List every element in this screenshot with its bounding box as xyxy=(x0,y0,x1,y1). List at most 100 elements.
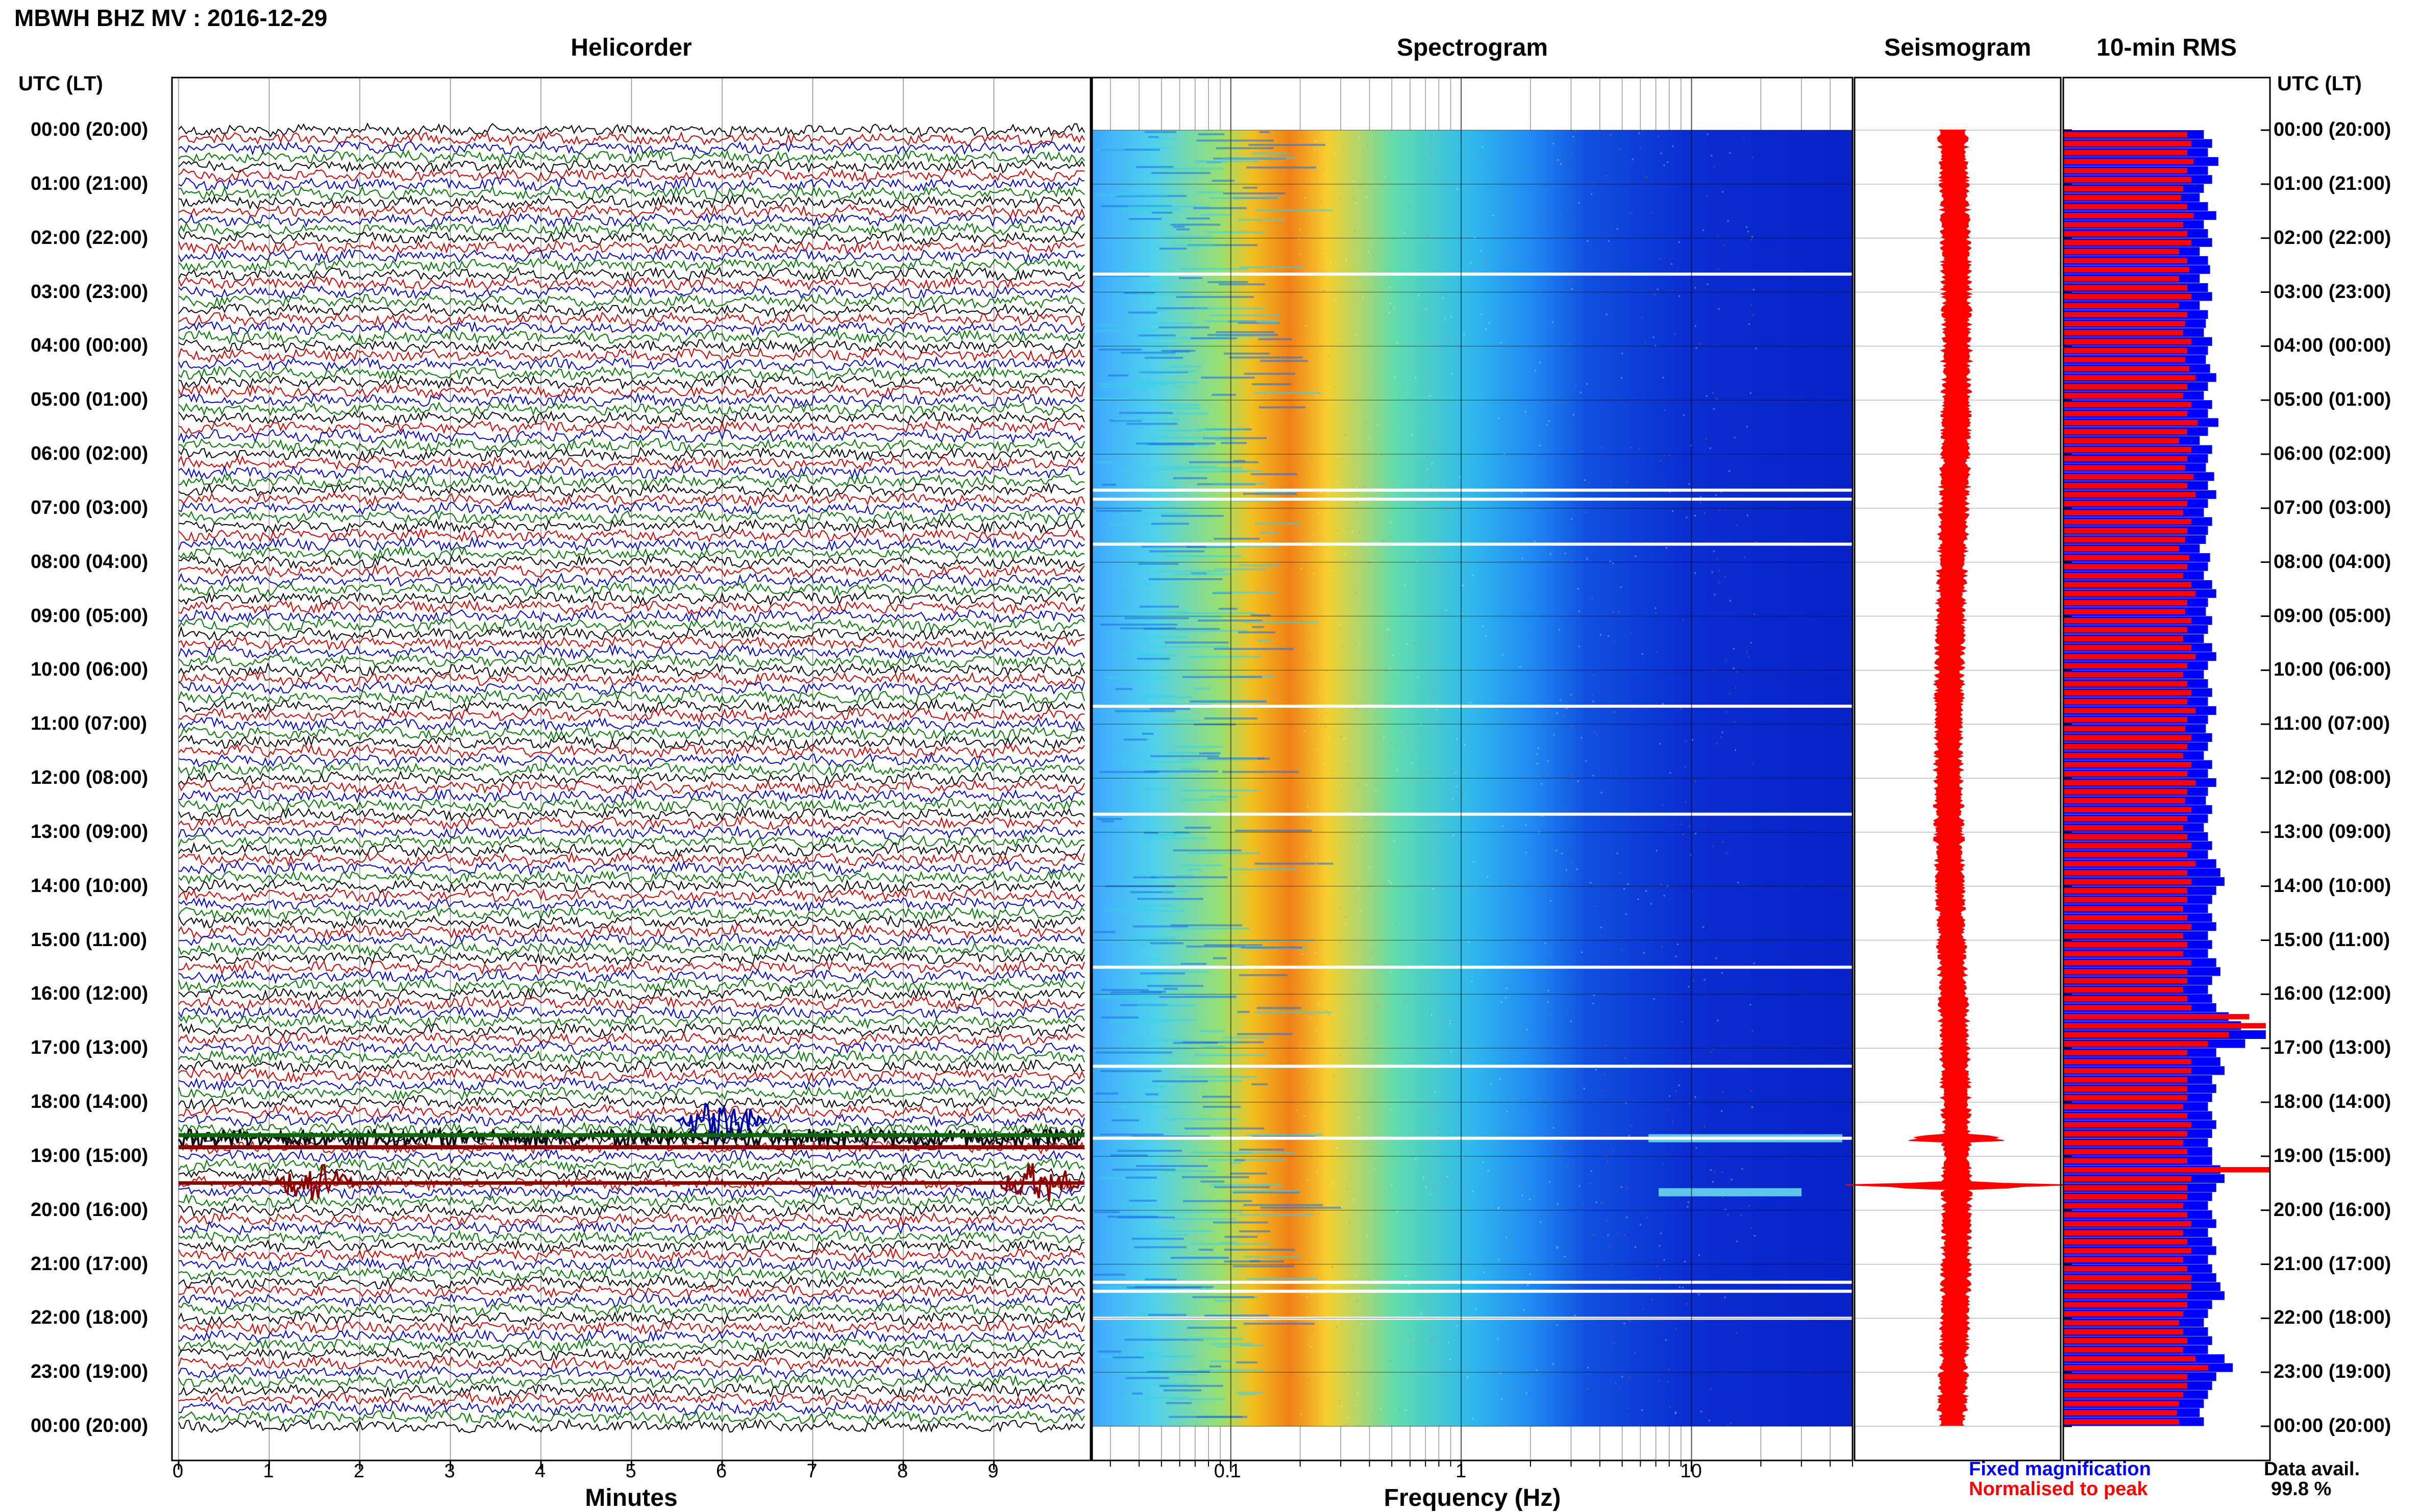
spectrogram-streak xyxy=(1169,1398,1225,1401)
spectrogram-speckle xyxy=(1302,1013,1304,1015)
spectrogram-speckle xyxy=(1323,763,1324,765)
helicorder-trace xyxy=(178,608,1085,624)
spectrogram-speckle xyxy=(1529,1199,1531,1201)
rms-normalised-bar xyxy=(2063,924,2192,930)
rms-normalised-bar xyxy=(2063,447,2192,453)
spectrogram-speckle xyxy=(1311,1293,1313,1294)
spectrogram-speckle xyxy=(1549,900,1551,902)
spectrogram-speckle xyxy=(1482,625,1484,627)
spectrogram-streak xyxy=(1259,131,1270,133)
spectrogram-speckle xyxy=(1501,654,1503,656)
spectrogram-streak xyxy=(1099,1177,1135,1179)
spectrogram-speckle xyxy=(1488,322,1490,324)
spectrogram-streak xyxy=(1173,746,1223,748)
spectrogram-streak xyxy=(1135,788,1171,790)
rms-normalised-bar xyxy=(2063,762,2192,767)
spectrogram-speckle xyxy=(1748,656,1750,658)
rms-normalised-bar xyxy=(2063,1248,2192,1254)
spectrogram-streak xyxy=(1189,1151,1252,1154)
spectrogram-speckle xyxy=(1608,635,1610,637)
spectrogram-streak xyxy=(1149,137,1177,140)
spectrogram-speckle xyxy=(1525,852,1527,854)
spectrogram-speckle xyxy=(1715,957,1717,959)
spectrogram-speckle xyxy=(1417,342,1419,344)
helicorder-trace xyxy=(178,1139,1085,1155)
rms-normalised-bar xyxy=(2063,546,2179,552)
spectrogram-speckle xyxy=(1722,191,1724,193)
minutes-axis-ticks xyxy=(178,78,995,1470)
spectrogram-speckle xyxy=(1341,646,1343,648)
spectrogram-streak xyxy=(1141,546,1206,548)
spectrogram-speckle xyxy=(1746,651,1748,653)
spectrogram-streak xyxy=(1170,1257,1229,1259)
spectrogram-streak xyxy=(1190,337,1238,339)
spectrogram-speckle xyxy=(1465,1077,1467,1079)
rms-normalised-bar xyxy=(2063,1077,2187,1083)
spectrogram-speckle xyxy=(1668,454,1670,456)
rms-normalised-bar xyxy=(2063,204,2187,210)
spectrogram-speckle xyxy=(1305,819,1307,821)
spectrogram-speckle xyxy=(1560,699,1561,701)
spectrogram-streak xyxy=(1165,641,1229,644)
spectrogram-streak xyxy=(1163,1389,1202,1392)
spectrogram-speckle xyxy=(1667,161,1669,163)
rms-normalised-bar xyxy=(2063,1104,2183,1110)
spectrogram-speckle xyxy=(1482,1161,1484,1163)
spectrogram-streak xyxy=(1165,1118,1238,1120)
rms-normalised-bar xyxy=(2063,807,2192,812)
spectrogram-streak xyxy=(1209,196,1279,199)
spectrogram-streak xyxy=(1182,676,1262,678)
spectrogram-speckle xyxy=(1326,670,1328,672)
spectrogram-speckle xyxy=(1660,152,1662,154)
spectrogram-streak xyxy=(1180,789,1259,792)
spectrogram-streak xyxy=(1239,1213,1314,1216)
helicorder-trace xyxy=(178,860,1085,876)
spectrogram-streak xyxy=(1241,946,1302,949)
spectrogram-speckle xyxy=(1736,671,1738,673)
helicorder-trace xyxy=(178,798,1085,813)
helicorder-trace xyxy=(178,563,1085,579)
spectrogram-speckle xyxy=(1663,895,1665,897)
spectrogram-speckle xyxy=(1300,204,1302,206)
spectrogram-speckle xyxy=(1340,736,1342,738)
spectrogram-speckle xyxy=(1751,1030,1754,1032)
spectrogram-speckle xyxy=(1456,738,1458,740)
spectrogram-streak xyxy=(1154,465,1217,468)
spectrogram-speckle xyxy=(1339,1055,1341,1057)
helicorder-trace xyxy=(178,653,1085,669)
helicorder-trace xyxy=(178,824,1085,840)
spectrogram-speckle xyxy=(1307,1379,1310,1381)
spectrogram-speckle xyxy=(1371,951,1373,953)
spectrogram-speckle xyxy=(1519,666,1521,668)
spectrogram-speckle xyxy=(1356,487,1358,489)
rms-normalised-bar xyxy=(2063,258,2187,264)
rms-normalised-bar xyxy=(2063,357,2185,363)
spectrogram-speckle xyxy=(1316,1171,1318,1173)
spectrogram-streak xyxy=(1150,755,1219,757)
spectrogram-speckle xyxy=(1743,556,1745,558)
spectrogram-speckle xyxy=(1521,491,1523,493)
spectrogram-speckle xyxy=(1675,1328,1677,1330)
spectrogram-streak xyxy=(1253,391,1321,394)
spectrogram-speckle xyxy=(1656,850,1658,852)
rms-normalised-bar xyxy=(2063,276,2179,282)
spectrogram-streak xyxy=(1171,924,1242,927)
spectrogram-streak xyxy=(1251,152,1289,155)
spectrogram-speckle xyxy=(1666,547,1668,549)
spectrogram-speckle xyxy=(1499,1078,1501,1080)
rms-normalised-bar xyxy=(2063,221,2183,228)
helicorder-trace xyxy=(178,1067,1085,1083)
spectrogram-speckle xyxy=(1714,593,1716,596)
rms-normalised-bar xyxy=(2063,933,2183,938)
helicorder-trace xyxy=(178,897,1085,912)
spectrogram-streak xyxy=(1204,944,1263,947)
spectrogram-streak xyxy=(1243,186,1257,189)
spectrogram-streak xyxy=(1130,891,1173,894)
rms-normalised-bar xyxy=(2063,726,2185,732)
helicorder-trace xyxy=(178,509,1085,525)
spectrogram-streak xyxy=(1175,875,1194,877)
spectrogram-speckle xyxy=(1600,926,1602,928)
helicorder-trace xyxy=(178,870,1085,885)
spectrogram-speckle xyxy=(1310,1346,1312,1348)
rms-normalised-bar xyxy=(2063,1131,2187,1136)
